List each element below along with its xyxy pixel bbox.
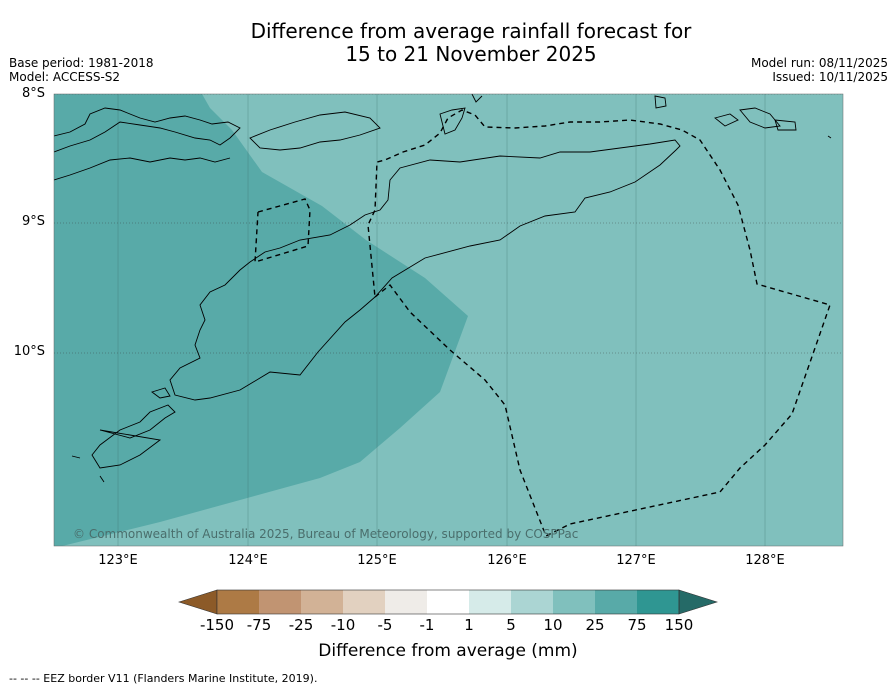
colorbar-tick: 10 <box>543 616 563 634</box>
lat-label: 10°S <box>13 344 45 359</box>
colorbar-extend-high <box>678 589 718 615</box>
colorbar-tick: 25 <box>585 616 605 634</box>
lat-gridlines <box>54 94 843 354</box>
colorbar-frame <box>216 589 680 615</box>
colorbar-segment <box>553 590 595 614</box>
meta-right: Model run: 08/11/2025 Issued: 10/11/2025 <box>751 56 888 84</box>
copyright-notice: © Commonwealth of Australia 2025, Bureau… <box>73 527 579 541</box>
base-period: Base period: 1981-2018 <box>9 56 154 70</box>
colorbar-tick: 150 <box>664 616 694 634</box>
colorbar-segment <box>301 590 343 614</box>
title-line-1: Difference from average rainfall forecas… <box>250 19 692 43</box>
colorbar-tick: -25 <box>288 616 314 634</box>
colorbar-segment <box>343 590 385 614</box>
lon-label: 128°E <box>745 553 785 568</box>
colorbar-tick: 5 <box>506 616 516 634</box>
colorbar-segment <box>259 590 301 614</box>
map-frame <box>53 93 844 547</box>
title-line-2: 15 to 21 November 2025 <box>345 42 597 66</box>
lon-label: 127°E <box>616 553 656 568</box>
lon-label: 125°E <box>357 553 397 568</box>
colorbar-tick: -5 <box>377 616 393 634</box>
colorbar-segment <box>427 590 469 614</box>
model-name: Model: ACCESS-S2 <box>9 70 121 84</box>
map-area <box>54 94 843 546</box>
colorbar-segment <box>637 590 679 614</box>
lon-label: 123°E <box>98 553 138 568</box>
colorbar-tick: -10 <box>330 616 356 634</box>
lat-label: 9°S <box>21 214 45 229</box>
colorbar-extend-low <box>178 589 218 615</box>
lon-label: 126°E <box>487 553 527 568</box>
colorbar-segment <box>511 590 553 614</box>
colorbar-segment <box>385 590 427 614</box>
eez-legend: -- -- -- EEZ border V11 (Flanders Marine… <box>9 672 318 685</box>
chart-title: Difference from average rainfall forecas… <box>0 20 896 66</box>
colorbar-tick: -150 <box>199 616 235 634</box>
lat-label: 8°S <box>21 86 45 101</box>
colorbar-tick: 1 <box>464 616 474 634</box>
lon-gridlines <box>117 94 766 546</box>
eez-border-small <box>254 198 311 263</box>
colorbar-tick: 75 <box>627 616 647 634</box>
colorbar-segment <box>595 590 637 614</box>
coastlines <box>54 94 832 483</box>
colorbar-segment <box>469 590 511 614</box>
colorbar-tick: -75 <box>246 616 272 634</box>
colorbar-segment <box>217 590 259 614</box>
meta-left: Base period: 1981-2018 Model: ACCESS-S2 <box>9 56 154 84</box>
colorbar-label: Difference from average (mm) <box>318 641 578 661</box>
lon-label: 124°E <box>228 553 268 568</box>
model-run: Model run: 08/11/2025 <box>750 56 888 70</box>
colorbar-tick: -1 <box>419 616 435 634</box>
rainfall-band-25-75 <box>54 94 468 546</box>
issued-date: Issued: 10/11/2025 <box>772 70 888 84</box>
colorbar <box>178 589 718 615</box>
eez-border <box>367 109 831 537</box>
